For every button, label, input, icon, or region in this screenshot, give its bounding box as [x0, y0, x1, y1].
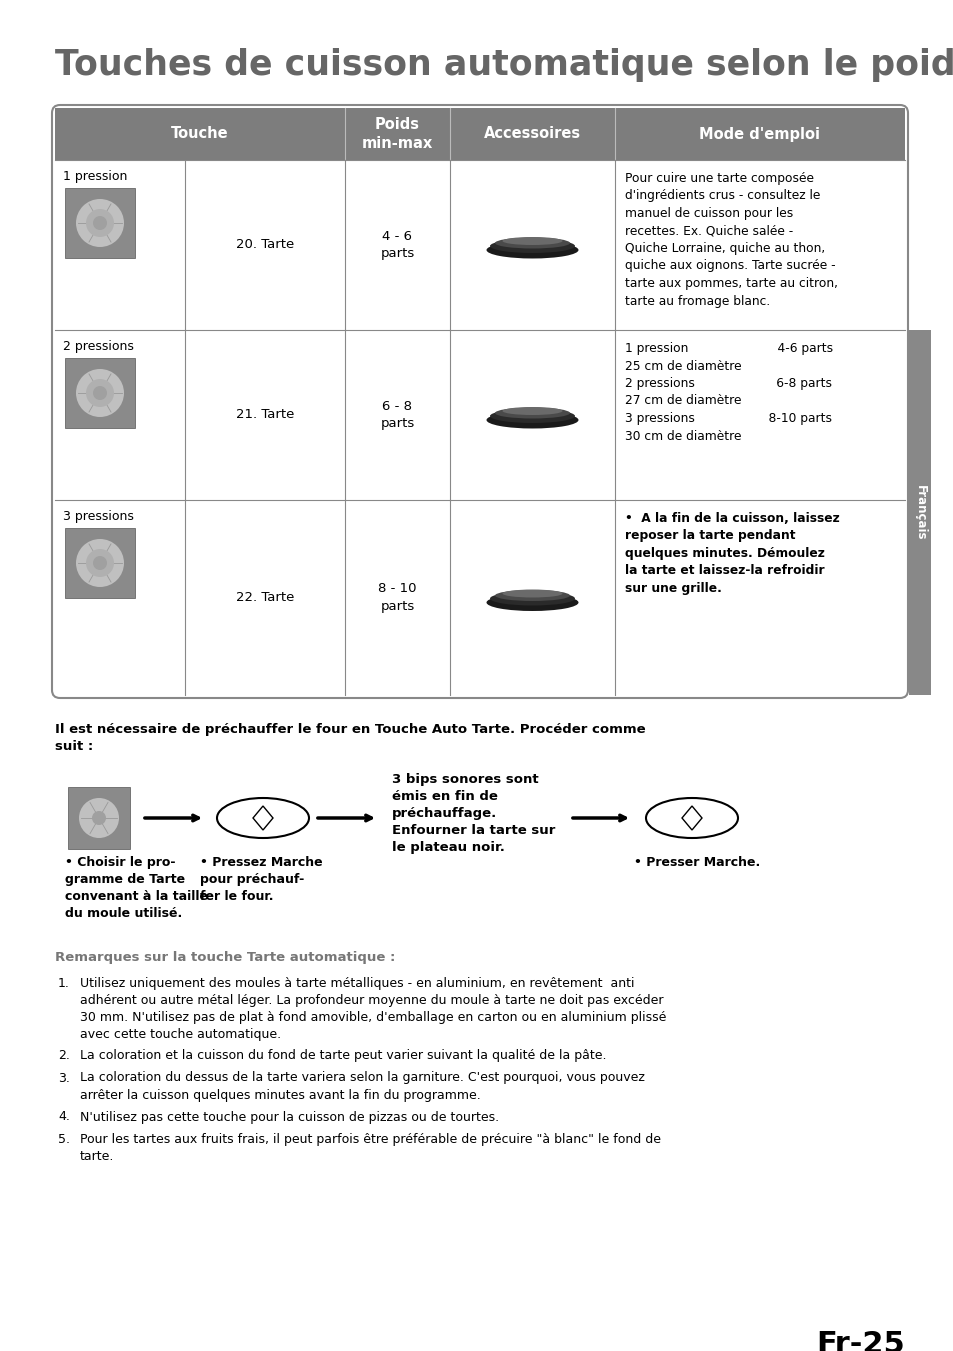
Text: 2 pressions: 2 pressions [63, 340, 133, 353]
Ellipse shape [486, 242, 578, 258]
Text: 20. Tarte: 20. Tarte [235, 239, 294, 251]
Bar [55, 108, 904, 694]
Text: 1 pression: 1 pression [63, 170, 128, 182]
Ellipse shape [645, 798, 738, 838]
Text: Fr-25: Fr-25 [816, 1329, 904, 1351]
Bar [68, 788, 130, 848]
Circle shape [76, 539, 124, 586]
Text: •  A la fin de la cuisson, laissez
reposer la tarte pendant
quelques minutes. Dé: • A la fin de la cuisson, laissez repose… [624, 512, 839, 594]
Text: 3 pressions: 3 pressions [63, 509, 133, 523]
Text: 8 - 10
parts: 8 - 10 parts [377, 582, 416, 613]
Ellipse shape [216, 798, 309, 838]
Text: 3.: 3. [58, 1071, 70, 1085]
Ellipse shape [495, 590, 569, 601]
Ellipse shape [502, 407, 562, 415]
Ellipse shape [490, 239, 575, 253]
Text: 3 bips sonores sont
émis en fin de
préchauffage.
Enfourner la tarte sur
le plate: 3 bips sonores sont émis en fin de préch… [392, 773, 555, 854]
Text: La coloration du dessus de la tarte variera selon la garniture. C'est pourquoi, : La coloration du dessus de la tarte vari… [80, 1071, 644, 1101]
Text: Utilisez uniquement des moules à tarte métalliques - en aluminium, en revêtement: Utilisez uniquement des moules à tarte m… [80, 977, 666, 1042]
Ellipse shape [490, 409, 575, 423]
Ellipse shape [502, 236, 562, 245]
Text: Touche: Touche [171, 127, 229, 142]
Text: La coloration et la cuisson du fond de tarte peut varier suivant la qualité de l: La coloration et la cuisson du fond de t… [80, 1048, 606, 1062]
Text: Remarques sur la touche Tarte automatique :: Remarques sur la touche Tarte automatiqu… [55, 951, 395, 965]
Text: • Choisir le pro-
gramme de Tarte
convenant à la taille
du moule utilisé.: • Choisir le pro- gramme de Tarte conven… [65, 857, 208, 920]
Text: 5.: 5. [58, 1133, 70, 1146]
Circle shape [92, 557, 107, 570]
Circle shape [86, 209, 113, 236]
Text: 6 - 8
parts: 6 - 8 parts [380, 400, 415, 431]
Circle shape [76, 369, 124, 417]
Circle shape [91, 811, 106, 825]
Ellipse shape [495, 408, 569, 419]
Text: N'utilisez pas cette touche pour la cuisson de pizzas ou de tourtes.: N'utilisez pas cette touche pour la cuis… [80, 1111, 498, 1124]
Text: 21. Tarte: 21. Tarte [235, 408, 294, 422]
Ellipse shape [502, 589, 562, 597]
Text: • Presser Marche.: • Presser Marche. [634, 857, 760, 869]
Text: 1.: 1. [58, 977, 70, 990]
Text: Mode d'emploi: Mode d'emploi [699, 127, 820, 142]
Ellipse shape [490, 592, 575, 605]
Bar [908, 330, 930, 694]
Bar [55, 108, 904, 159]
Circle shape [92, 216, 107, 230]
Circle shape [86, 380, 113, 407]
Text: 2.: 2. [58, 1048, 70, 1062]
Circle shape [92, 386, 107, 400]
Ellipse shape [495, 238, 569, 249]
Circle shape [86, 549, 113, 577]
Text: 4.: 4. [58, 1111, 70, 1124]
Circle shape [79, 798, 119, 838]
Text: Poids
min-max: Poids min-max [361, 118, 433, 151]
Text: Touches de cuisson automatique selon le poids: Touches de cuisson automatique selon le … [55, 49, 953, 82]
Bar [65, 528, 135, 598]
Bar [65, 358, 135, 428]
Text: 1 pression                       4-6 parts
25 cm de diamètre
2 pressions        : 1 pression 4-6 parts 25 cm de diamètre 2… [624, 342, 832, 443]
Text: Accessoires: Accessoires [483, 127, 580, 142]
Text: Français: Français [913, 485, 925, 540]
Text: 22. Tarte: 22. Tarte [235, 590, 294, 604]
Text: 4 - 6
parts: 4 - 6 parts [380, 230, 415, 261]
Ellipse shape [486, 412, 578, 428]
Text: Pour cuire une tarte composée
d'ingrédients crus - consultez le
manuel de cuisso: Pour cuire une tarte composée d'ingrédie… [624, 172, 837, 308]
Circle shape [76, 199, 124, 247]
Text: Pour les tartes aux fruits frais, il peut parfois être préférable de précuire "à: Pour les tartes aux fruits frais, il peu… [80, 1133, 660, 1163]
Bar [65, 188, 135, 258]
Ellipse shape [486, 594, 578, 611]
Text: • Pressez Marche
pour préchauf-
fer le four.: • Pressez Marche pour préchauf- fer le f… [200, 857, 322, 902]
Text: Il est nécessaire de préchauffer le four en Touche Auto Tarte. Procéder comme
su: Il est nécessaire de préchauffer le four… [55, 723, 645, 753]
